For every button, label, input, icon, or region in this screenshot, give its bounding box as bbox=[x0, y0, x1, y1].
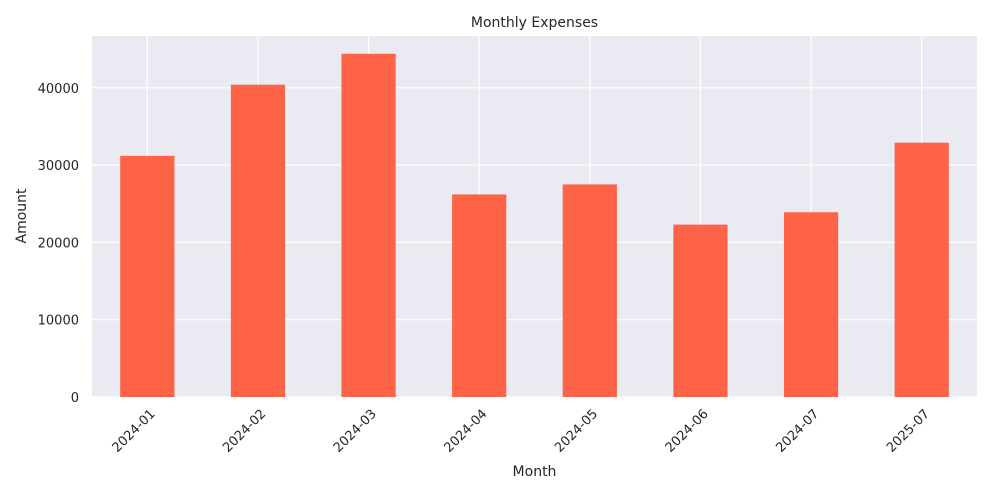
chart-title: Monthly Expenses bbox=[471, 15, 598, 31]
x-tick-label: 2024-01 bbox=[110, 407, 159, 456]
x-tick-group: 2024-07 bbox=[773, 407, 822, 456]
y-axis-ticks: 0 10000 20000 30000 40000 bbox=[38, 82, 79, 406]
plot-area bbox=[92, 36, 977, 397]
y-tick-label: 30000 bbox=[38, 159, 79, 174]
y-tick-label: 40000 bbox=[38, 82, 79, 97]
x-tick-label: 2024-06 bbox=[663, 407, 712, 456]
x-tick-label: 2025-07 bbox=[884, 407, 933, 456]
y-axis-label: Amount bbox=[14, 188, 30, 244]
bar bbox=[562, 184, 617, 397]
y-tick-label: 10000 bbox=[38, 314, 79, 329]
x-tick-label: 2024-04 bbox=[441, 407, 490, 456]
x-tick-group: 2024-03 bbox=[331, 407, 380, 456]
x-tick-label: 2024-03 bbox=[331, 407, 380, 456]
x-tick-group: 2024-02 bbox=[220, 407, 269, 456]
y-tick-label: 20000 bbox=[38, 236, 79, 251]
bar bbox=[673, 224, 728, 397]
x-tick-group: 2024-04 bbox=[441, 407, 490, 456]
x-tick-label: 2024-07 bbox=[773, 407, 822, 456]
bar bbox=[341, 53, 396, 397]
bars bbox=[120, 53, 949, 398]
bar bbox=[230, 84, 286, 398]
bar bbox=[894, 142, 949, 397]
x-tick-group: 2024-05 bbox=[552, 407, 601, 456]
x-axis-label: Month bbox=[513, 464, 557, 480]
bar bbox=[452, 194, 507, 397]
y-tick-label: 0 bbox=[71, 391, 79, 406]
x-tick-group: 2025-07 bbox=[884, 407, 933, 456]
x-tick-label: 2024-02 bbox=[220, 407, 269, 456]
bar bbox=[120, 155, 175, 397]
bar bbox=[783, 212, 839, 397]
x-tick-label: 2024-05 bbox=[552, 407, 601, 456]
x-tick-group: 2024-01 bbox=[110, 407, 159, 456]
x-tick-group: 2024-06 bbox=[663, 407, 712, 456]
x-axis-ticks: 2024-01 2024-02 2024-03 2024-04 2024-05 2024-… bbox=[110, 407, 933, 456]
